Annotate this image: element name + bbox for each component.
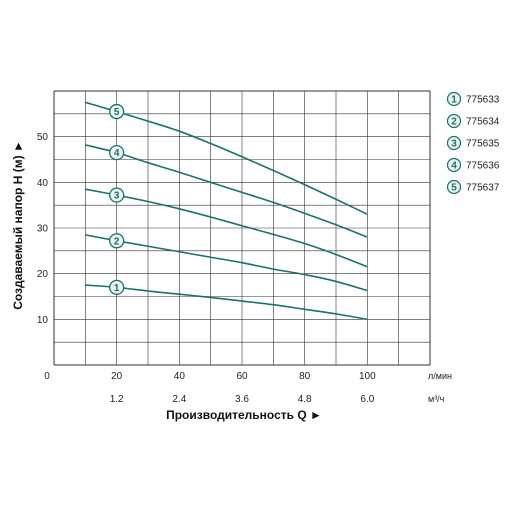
series-line-775637 bbox=[85, 101, 368, 216]
series-line-775636 bbox=[85, 144, 368, 238]
series-line-775634 bbox=[85, 234, 368, 292]
legend-item-775635: 3 775635 bbox=[446, 135, 500, 151]
x-unit-top: л/мин bbox=[428, 371, 452, 381]
marker-circle bbox=[109, 103, 125, 120]
legend-item-775634: 2 775634 bbox=[446, 113, 500, 129]
marker-number: 3 bbox=[114, 191, 120, 202]
x-unit-bottom: м³/ч bbox=[428, 394, 445, 404]
x-tick-label-secondary: 6.0 bbox=[360, 394, 374, 405]
y-tick-label: 30 bbox=[37, 224, 49, 235]
x-origin-label: 0 bbox=[44, 371, 50, 382]
legend-marker bbox=[446, 179, 462, 195]
legend-label: 775634 bbox=[466, 117, 500, 128]
legend-marker-number: 5 bbox=[451, 183, 457, 194]
x-tick-label: 20 bbox=[111, 371, 123, 382]
grid bbox=[53, 90, 431, 366]
legend-marker-number: 3 bbox=[451, 139, 457, 150]
legend-marker bbox=[446, 135, 462, 151]
y-axis-title: Создаваемый напор H (м) ► bbox=[11, 140, 25, 310]
x-tick-label-secondary: 1.2 bbox=[110, 394, 124, 405]
curve-marker-1: 1 bbox=[109, 279, 125, 296]
series-line-775633 bbox=[85, 284, 368, 321]
marker-number: 2 bbox=[114, 236, 120, 247]
marker-number: 4 bbox=[114, 148, 120, 159]
y-tick-label: 40 bbox=[37, 178, 49, 189]
legend-item-775637: 5 775637 bbox=[446, 179, 500, 195]
x-tick-label: 80 bbox=[299, 371, 311, 382]
legend-marker-number: 4 bbox=[451, 161, 457, 172]
legend-marker-number: 1 bbox=[451, 95, 457, 106]
marker-circle bbox=[109, 187, 125, 203]
legend-marker bbox=[446, 157, 462, 173]
legend-label: 775635 bbox=[466, 139, 500, 150]
curve-markers: 1 2 3 4 5 bbox=[109, 103, 125, 296]
y-tick-label: 50 bbox=[37, 132, 49, 143]
curve-marker-5: 5 bbox=[109, 103, 125, 120]
curve-marker-4: 4 bbox=[109, 144, 125, 161]
legend-marker bbox=[446, 113, 462, 129]
legend-label: 775636 bbox=[466, 161, 500, 172]
legend-item-775633: 1 775633 bbox=[446, 91, 500, 107]
marker-number: 1 bbox=[114, 283, 120, 294]
x-tick-label-secondary: 4.8 bbox=[298, 394, 312, 405]
x-axis-title: Производительность Q ► bbox=[166, 408, 322, 422]
curves bbox=[85, 101, 368, 321]
legend-marker-number: 2 bbox=[451, 117, 457, 128]
marker-circle bbox=[109, 144, 125, 161]
legend-marker bbox=[446, 91, 462, 107]
x-tick-label-secondary: 3.6 bbox=[235, 394, 249, 405]
x-tick-label: 60 bbox=[236, 371, 248, 382]
x-tick-label: 100 bbox=[359, 371, 376, 382]
x-tick-label-secondary: 2.4 bbox=[172, 394, 186, 405]
marker-circle bbox=[109, 279, 125, 296]
legend-label: 775633 bbox=[466, 95, 500, 106]
legend: 1 775633 2 775634 3 775635 4 775636 5 775637 bbox=[446, 91, 500, 195]
curve-marker-3: 3 bbox=[109, 187, 125, 203]
marker-circle bbox=[109, 233, 125, 249]
marker-number: 5 bbox=[114, 107, 120, 118]
y-tick-label: 20 bbox=[37, 269, 49, 280]
y-tick-label: 10 bbox=[37, 315, 49, 326]
series-line-775635 bbox=[85, 188, 368, 268]
legend-item-775636: 4 775636 bbox=[446, 157, 500, 173]
legend-label: 775637 bbox=[466, 183, 500, 194]
curve-marker-2: 2 bbox=[109, 233, 125, 249]
x-tick-label: 40 bbox=[174, 371, 186, 382]
